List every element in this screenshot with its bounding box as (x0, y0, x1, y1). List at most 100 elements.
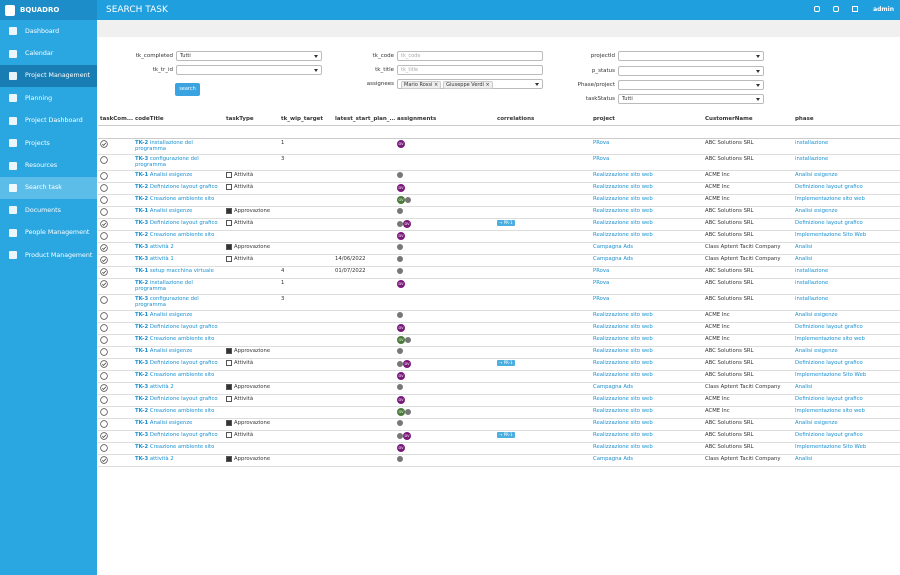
task-code[interactable]: TK-1 (135, 171, 149, 178)
project-cell[interactable]: Campagna Ads (591, 254, 703, 267)
task-code[interactable]: TK-1 (135, 207, 149, 214)
phase-cell[interactable]: Implementazione Sito Web (793, 370, 900, 383)
phase-cell[interactable]: Analisi esigenze (793, 206, 900, 219)
nav-item[interactable]: Planning (0, 87, 97, 109)
task-code[interactable]: TK-1 (135, 419, 149, 426)
nav-item[interactable]: Calendar (0, 42, 97, 64)
phase-cell[interactable]: Analisi esigenze (793, 346, 900, 359)
column-header[interactable]: codeTitle (133, 114, 224, 126)
task-title[interactable]: Creazione ambiente sito (149, 371, 215, 378)
task-row[interactable]: TK-2 Definizione layout grafico Attività D… (98, 182, 900, 195)
nav-item[interactable]: Dashboard (0, 20, 97, 42)
project-cell[interactable]: PRova (591, 138, 703, 155)
phase-cell[interactable]: Analisi (793, 254, 900, 267)
phase-cell[interactable]: Analisi (793, 382, 900, 395)
tag-remove[interactable]: × (432, 82, 439, 88)
phase-cell[interactable]: Analisi esigenze (793, 170, 900, 183)
task-title[interactable]: Definizione layout grafico (149, 431, 218, 438)
project-cell[interactable]: Realizzazione sito web (591, 170, 703, 183)
task-code[interactable]: TK-1 (135, 311, 149, 318)
column-header[interactable]: phase (793, 114, 900, 126)
task-code[interactable]: TK-2 (135, 395, 149, 402)
task-title[interactable]: Definizione layout grafico (149, 323, 218, 330)
task-row[interactable]: TK-3 attività 2 Approvazione Campagna Ads C… (98, 242, 900, 255)
phase-cell[interactable]: Analisi esigenze (793, 418, 900, 431)
project-cell[interactable]: Realizzazione sito web (591, 442, 703, 455)
nav-item[interactable]: Projects (0, 132, 97, 154)
nav-item[interactable]: Documents (0, 199, 97, 221)
project-cell[interactable]: Realizzazione sito web (591, 218, 703, 231)
project-cell[interactable]: Campagna Ads (591, 454, 703, 467)
task-code[interactable]: TK-2 (135, 195, 149, 202)
task-code[interactable]: TK-3 (135, 383, 149, 390)
column-header[interactable]: correlations (495, 114, 591, 126)
task-row[interactable]: TK-2 Creazione ambiente sito GV Realizzazi… (98, 406, 900, 419)
task-code[interactable]: TK-3 (135, 431, 149, 438)
assignee-avatar[interactable]: GV (397, 407, 405, 416)
task-row[interactable]: TK-2 Creazione ambiente sito GV Realizzazi… (98, 334, 900, 347)
assignee-avatar[interactable]: DV (397, 323, 405, 332)
correlation-badge[interactable]: → PR-1 (497, 359, 515, 366)
assignee-avatar[interactable]: DV (403, 359, 411, 368)
user-menu[interactable]: admin (873, 6, 894, 13)
assignee-avatar[interactable]: DV (397, 395, 405, 404)
task-title[interactable]: Analisi esigenze (149, 311, 193, 318)
filter-input[interactable] (176, 65, 322, 75)
task-row[interactable]: TK-1 Analisi esigenze Approvazione Realizz… (98, 206, 900, 219)
task-row[interactable]: TK-2 Creazione ambiente sito DV Realizzazi… (98, 370, 900, 383)
filter-input[interactable]: Mario Rossi × Giuseppe Verdi × (397, 79, 543, 89)
task-code[interactable]: TK-3 (135, 455, 149, 462)
project-cell[interactable]: Realizzazione sito web (591, 406, 703, 419)
task-title[interactable]: configurazione del programma (135, 295, 199, 309)
phase-cell[interactable]: Analisi (793, 242, 900, 255)
column-header[interactable]: latest_start_plan_... (333, 114, 395, 126)
phase-cell[interactable]: Definizione layout grafico (793, 218, 900, 231)
column-header[interactable]: CustomerName (703, 114, 793, 126)
task-row[interactable]: TK-1 Analisi esigenze Approvazione Realizz… (98, 418, 900, 431)
project-cell[interactable]: Realizzazione sito web (591, 370, 703, 383)
project-cell[interactable]: Realizzazione sito web (591, 358, 703, 371)
assignee-avatar[interactable]: DV (397, 443, 405, 452)
task-row[interactable]: TK-1 setup macchina virtuale 4 01/07/2022 P… (98, 266, 900, 279)
project-cell[interactable]: Realizzazione sito web (591, 230, 703, 243)
task-code[interactable]: TK-3 (135, 359, 149, 366)
phase-cell[interactable]: Analisi (793, 454, 900, 467)
filter-input[interactable] (618, 80, 764, 90)
filter-input[interactable]: tk_code (397, 51, 543, 61)
task-title[interactable]: Analisi esigenze (149, 347, 193, 354)
project-cell[interactable]: Realizzazione sito web (591, 206, 703, 219)
task-title[interactable]: installazione del programma (135, 139, 193, 153)
task-row[interactable]: TK-3 Definizione layout grafico Attività D… (98, 430, 900, 443)
assignee-avatar[interactable]: DV (397, 371, 405, 380)
project-cell[interactable]: PRova (591, 294, 703, 311)
phase-cell[interactable]: installazione (793, 294, 900, 311)
task-title[interactable]: Creazione ambiente sito (149, 335, 215, 342)
task-row[interactable]: TK-2 Definizione layout grafico Attività D… (98, 394, 900, 407)
task-title[interactable]: attività 2 (149, 383, 174, 390)
project-cell[interactable]: Campagna Ads (591, 242, 703, 255)
task-code[interactable]: TK-2 (135, 407, 149, 414)
task-title[interactable]: Creazione ambiente sito (149, 443, 215, 450)
task-code[interactable]: TK-2 (135, 443, 149, 450)
project-cell[interactable]: Realizzazione sito web (591, 310, 703, 323)
task-row[interactable]: TK-3 attività 2 Approvazione Campagna Ads C… (98, 454, 900, 467)
assignee-avatar[interactable]: DV (403, 431, 411, 440)
task-row[interactable]: TK-3 Definizione layout grafico Attività D… (98, 358, 900, 371)
task-title[interactable]: Creazione ambiente sito (149, 195, 215, 202)
search-button[interactable]: search (175, 83, 200, 96)
task-title[interactable]: Analisi esigenze (149, 207, 193, 214)
project-cell[interactable]: Realizzazione sito web (591, 346, 703, 359)
task-title[interactable]: attività 2 (149, 243, 174, 250)
project-cell[interactable]: PRova (591, 266, 703, 279)
project-cell[interactable]: Campagna Ads (591, 382, 703, 395)
task-title[interactable]: Definizione layout grafico (149, 359, 218, 366)
filter-input[interactable] (618, 51, 764, 61)
assignee-avatar[interactable]: DV (397, 279, 405, 288)
assignee-avatar[interactable]: DV (397, 139, 405, 148)
project-cell[interactable]: Realizzazione sito web (591, 182, 703, 195)
task-row[interactable]: TK-2 Creazione ambiente sito GV Realizzazi… (98, 194, 900, 207)
nav-item[interactable]: Search task (0, 176, 97, 200)
phase-cell[interactable]: installazione (793, 266, 900, 279)
task-title[interactable]: Definizione layout grafico (149, 395, 218, 402)
project-cell[interactable]: PRova (591, 154, 703, 171)
